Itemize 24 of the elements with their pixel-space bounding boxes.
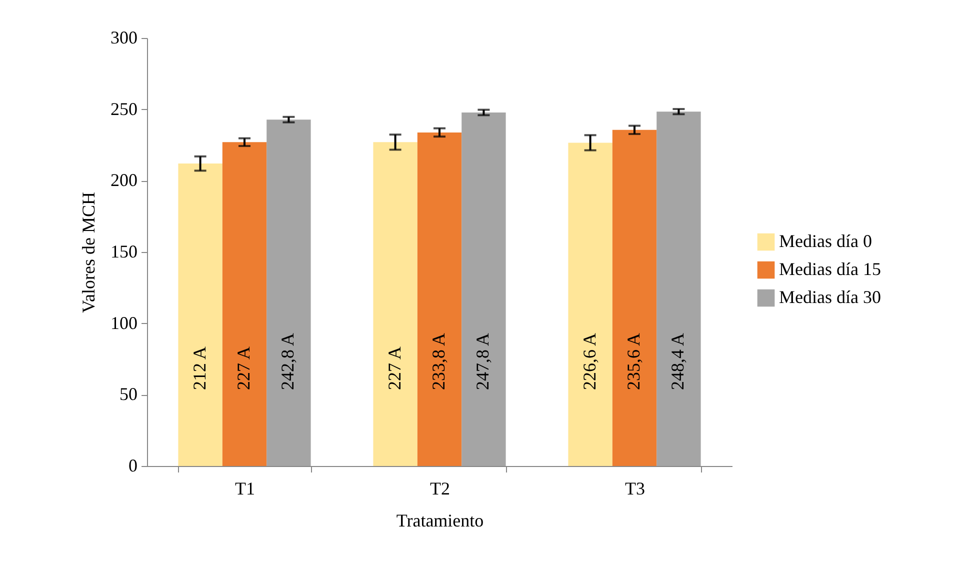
data-label: 227 A <box>384 346 404 390</box>
y-tick-label: 200 <box>110 170 138 190</box>
data-label: 235,6 A <box>624 332 644 390</box>
legend-label: Medias día 30 <box>779 287 881 307</box>
y-tick-label: 300 <box>110 28 138 48</box>
x-tick-label: T2 <box>430 478 450 498</box>
data-label: 247,8 A <box>472 332 493 390</box>
x-tick-label: T1 <box>235 478 255 498</box>
y-tick-label: 150 <box>110 242 138 262</box>
y-tick-label: 250 <box>110 98 138 119</box>
x-axis-title: Tratamiento <box>396 510 484 530</box>
data-label: 248,4 A <box>668 332 688 390</box>
legend-label: Medias día 15 <box>779 259 881 279</box>
x-tick-label: T3 <box>625 478 645 498</box>
data-label: 226,6 A <box>579 332 600 390</box>
data-label: 227 A <box>234 346 254 390</box>
data-label: 212 A <box>189 346 210 390</box>
y-tick-label: 0 <box>128 456 138 476</box>
y-tick-label: 100 <box>110 312 138 333</box>
y-axis-title: Valores de MCH <box>78 192 98 313</box>
data-label: 242,8 A <box>278 332 298 390</box>
data-label: 233,8 A <box>428 332 448 390</box>
legend-label: Medias día 0 <box>779 231 872 251</box>
y-tick-label: 50 <box>120 384 138 404</box>
